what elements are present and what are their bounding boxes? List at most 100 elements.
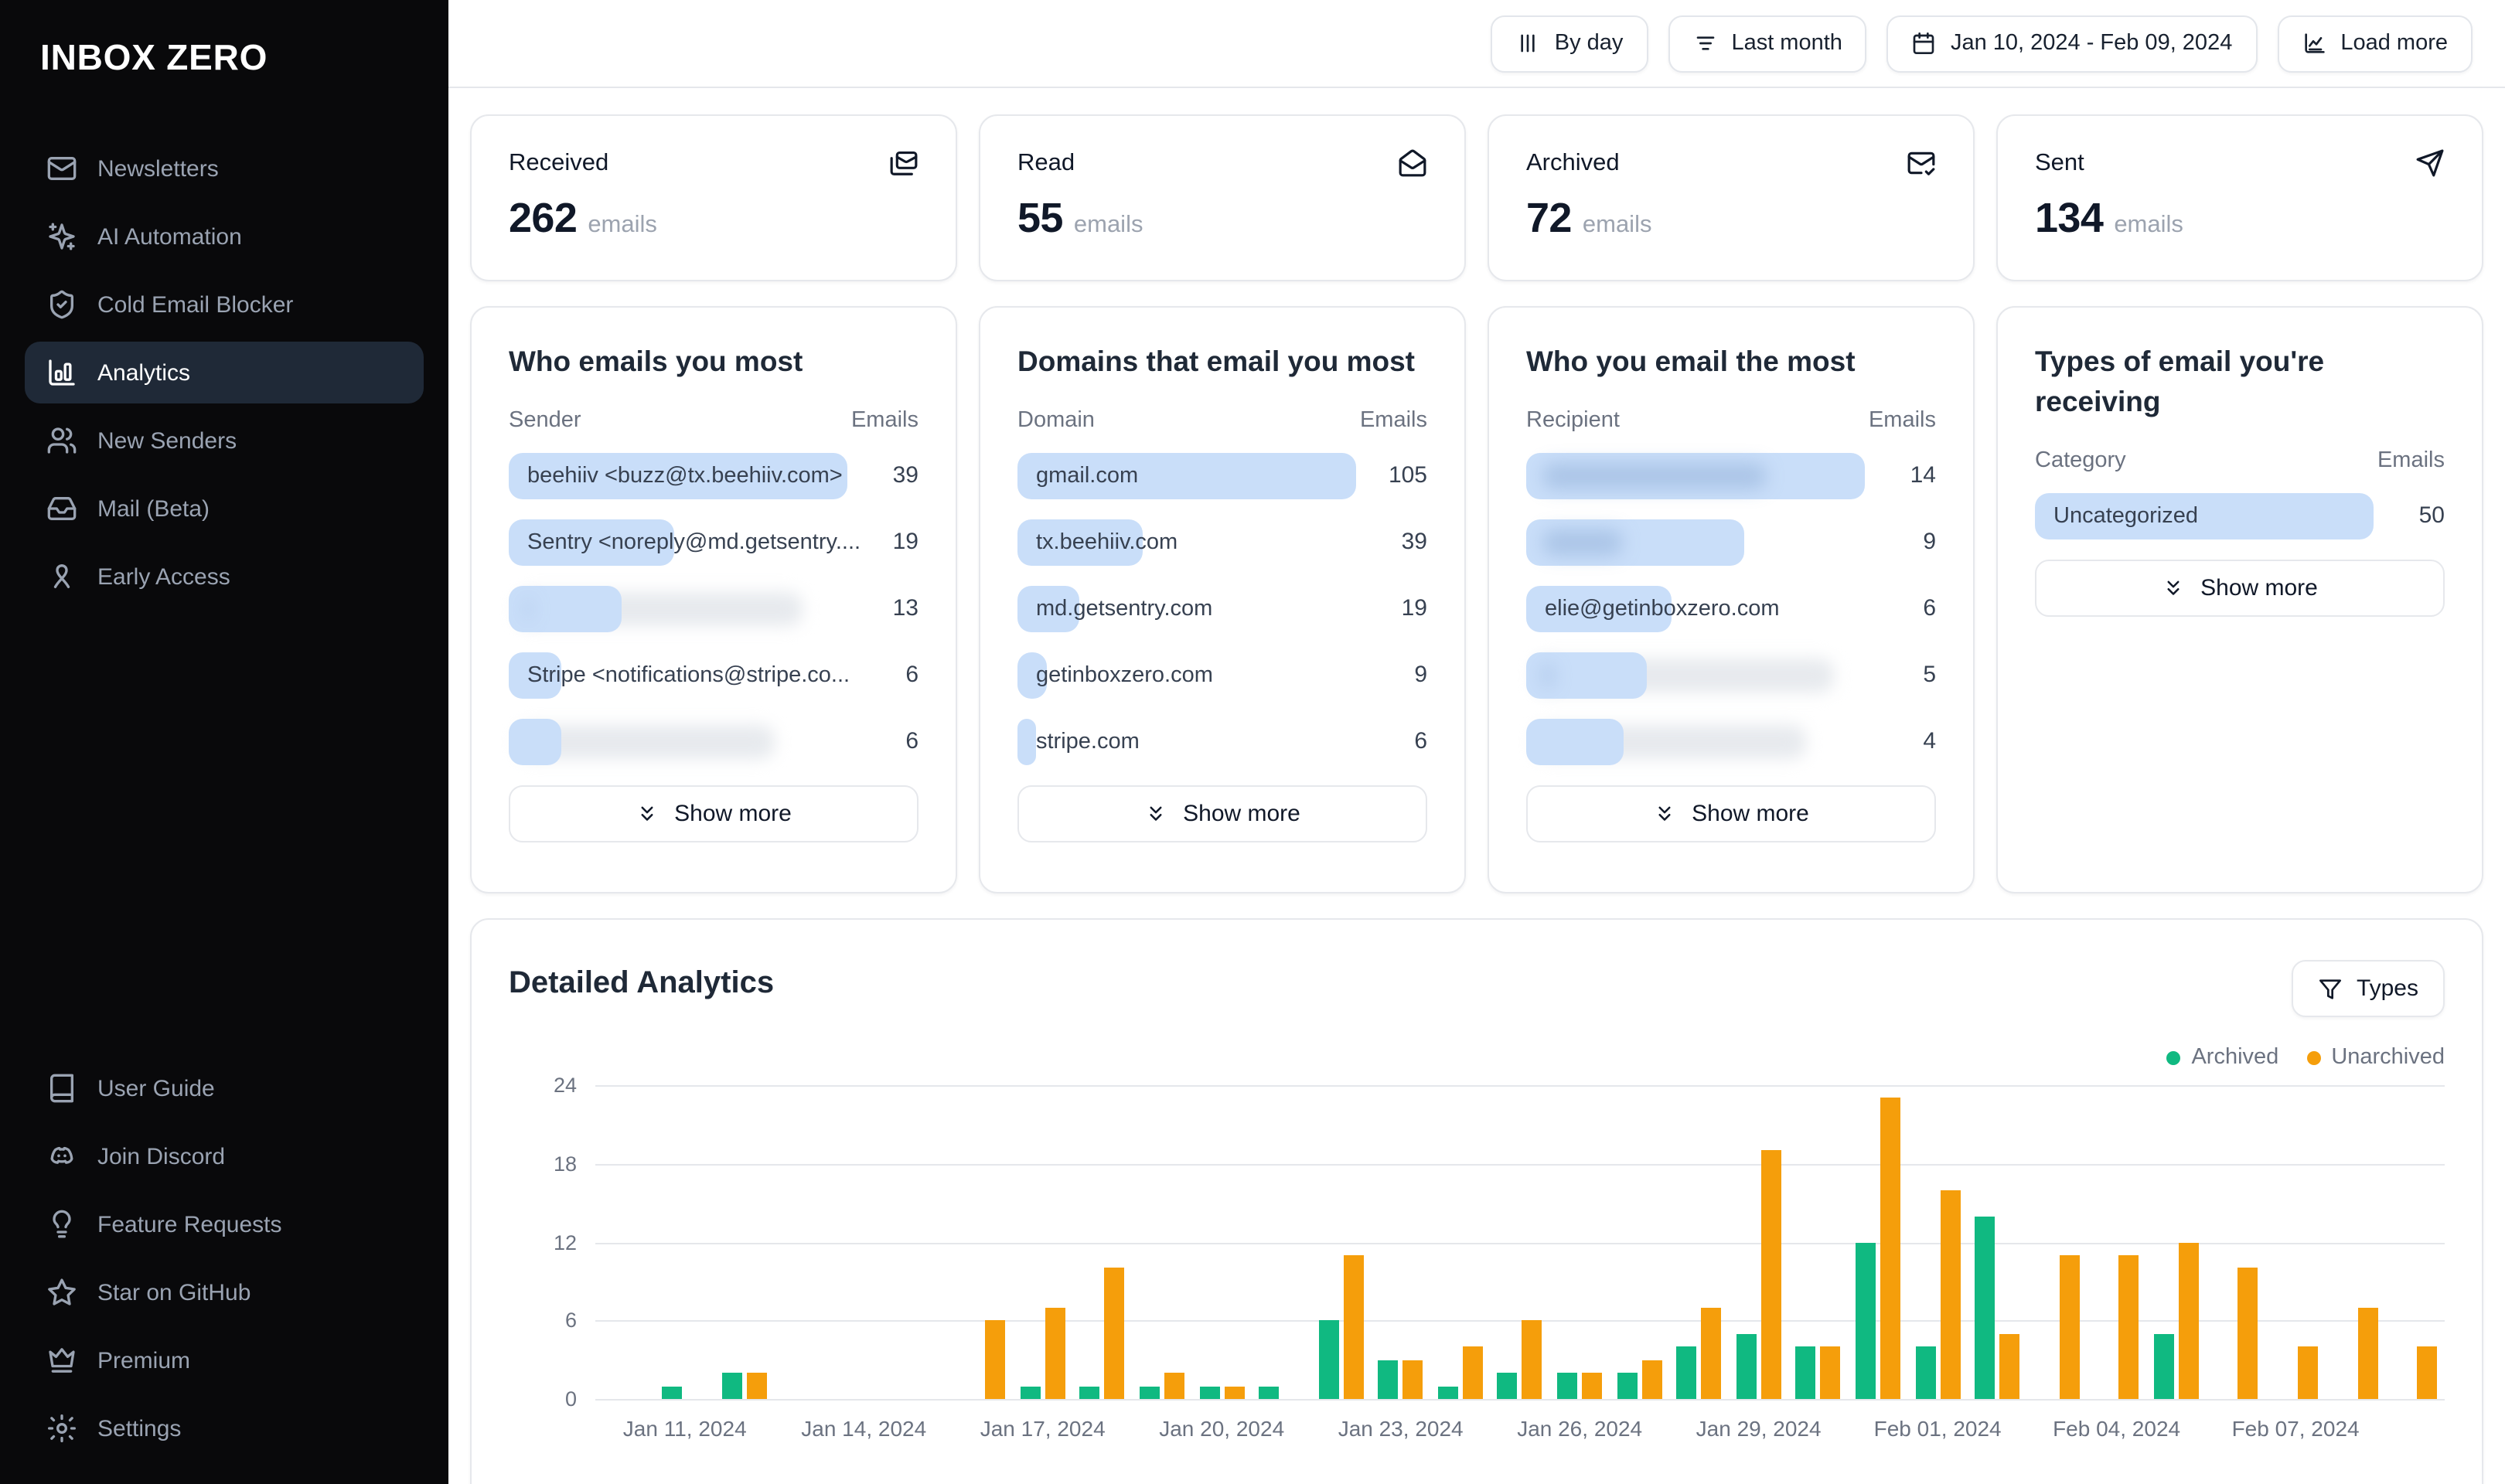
row-value: 14 [1910, 462, 1936, 489]
row-track [1526, 519, 1865, 566]
unarchived-bar [2357, 1307, 2378, 1399]
sidebar-item-label: Settings [97, 1415, 182, 1441]
sidebar-item-new-senders[interactable]: New Senders [25, 410, 424, 471]
blurred-label [1543, 529, 1623, 555]
sidebar-item-label: Newsletters [97, 155, 219, 182]
show-more-button[interactable]: Show more [2035, 559, 2445, 617]
list-item: 9 [1526, 519, 1936, 566]
row-label: tx.beehiiv.com [1036, 529, 1178, 555]
bar-group-feb-09-2024 [2385, 1085, 2445, 1399]
archived-bar [1975, 1216, 1995, 1399]
row-label: Sentry <noreply@md.getsentry.... [527, 529, 861, 555]
x-axis-tick: Jan 14, 2024 [801, 1416, 927, 1441]
stat-card-header: Archived [1526, 148, 1936, 178]
x-axis-tick: Feb 01, 2024 [1873, 1416, 2002, 1441]
sidebar-item-star-on-github[interactable]: Star on GitHub [25, 1261, 424, 1323]
topbar: By day Last month Jan 10, 2024 - Feb 09, 2… [448, 0, 2505, 88]
show-more-label: Show more [1692, 800, 1809, 827]
stat-card-header: Sent [2035, 148, 2445, 178]
sidebar-item-cold-email-blocker[interactable]: Cold Email Blocker [25, 274, 424, 335]
row-bar [1017, 652, 1047, 699]
discord-icon [46, 1141, 77, 1172]
sidebar-item-analytics[interactable]: Analytics [25, 342, 424, 403]
sidebar-item-user-guide[interactable]: User Guide [25, 1057, 424, 1119]
sidebar-item-premium[interactable]: Premium [25, 1329, 424, 1391]
list-item: Stripe <notifications@stripe.co... 6 [509, 652, 918, 699]
sidebar-item-feature-requests[interactable]: Feature Requests [25, 1193, 424, 1255]
types-filter-button[interactable]: Types [2291, 960, 2445, 1017]
list-item: 6 [509, 718, 918, 765]
bar-group-jan-31-2024 [1848, 1085, 1907, 1399]
row-bar [1017, 452, 1356, 499]
panel-title: Who emails you most [509, 345, 803, 377]
stat-value: 134 emails [2035, 195, 2445, 243]
column-header-emails: Emails [1868, 407, 1936, 433]
stat-value: 55 emails [1017, 195, 1427, 243]
sidebar-item-label: Analytics [97, 359, 191, 386]
unarchived-bar [1045, 1307, 1065, 1399]
bar-group-feb-07-2024 [2265, 1085, 2325, 1399]
sidebar-item-ai-automation[interactable]: AI Automation [25, 206, 424, 267]
blurred-label [1543, 463, 1766, 488]
by-day-button[interactable]: By day [1491, 15, 1648, 72]
bar-group-jan-21-2024 [1252, 1085, 1311, 1399]
panel-types-of-email-you-re-receiving: Types of email you're receiving Category E… [1996, 306, 2483, 893]
y-axis-tick: 24 [553, 1074, 577, 1097]
bar-group-jan-14-2024 [834, 1085, 894, 1399]
row-track: Stripe <notifications@stripe.co... [509, 652, 850, 699]
bar-chart: 0 6 12 18 24 [509, 1074, 2445, 1411]
bar-group-jan-26-2024 [1550, 1085, 1610, 1399]
archived-bar [1139, 1386, 1160, 1399]
sidebar-footer-nav: User Guide Join Discord Feature Requests St… [0, 1036, 448, 1484]
archived-bar [2153, 1333, 2174, 1399]
toolbar-button-label: Load more [2340, 31, 2448, 56]
row-value: 6 [1414, 728, 1427, 755]
mail-open-icon [1398, 148, 1427, 178]
calendar-icon [1912, 31, 1937, 56]
row-value: 19 [1401, 595, 1427, 622]
jan-10-2024-feb-09-2024-button[interactable]: Jan 10, 2024 - Feb 09, 2024 [1886, 15, 2258, 72]
load-more-button[interactable]: Load more [2277, 15, 2473, 72]
bar-chart-icon [46, 357, 77, 388]
bar-group-jan-19-2024 [1132, 1085, 1191, 1399]
sidebar-item-mail-beta[interactable]: Mail (Beta) [25, 478, 424, 539]
stat-number: 55 [1017, 195, 1063, 241]
send-icon [2415, 148, 2445, 178]
show-more-button[interactable]: Show more [1017, 785, 1427, 842]
sidebar-item-join-discord[interactable]: Join Discord [25, 1125, 424, 1187]
sidebar-item-early-access[interactable]: Early Access [25, 546, 424, 608]
show-more-label: Show more [2200, 574, 2318, 601]
stat-number: 134 [2035, 195, 2104, 241]
unarchived-bar [2118, 1254, 2139, 1399]
show-more-button[interactable]: Show more [1526, 785, 1936, 842]
row-value: 9 [1923, 529, 1936, 556]
unarchived-bar [1164, 1373, 1184, 1399]
list-item: beehiiv <buzz@tx.beehiiv.com> 39 [509, 452, 918, 499]
row-bar [1526, 652, 1648, 699]
show-more-button[interactable]: Show more [509, 785, 918, 842]
row-value: 105 [1388, 462, 1427, 489]
x-axis-tick: Jan 20, 2024 [1159, 1416, 1285, 1441]
x-axis-tick: Jan 26, 2024 [1517, 1416, 1643, 1441]
sidebar-item-settings[interactable]: Settings [25, 1397, 424, 1459]
bar-group-jan-10-2024 [595, 1085, 655, 1399]
bar-group-feb-01-2024 [1907, 1085, 1967, 1399]
unarchived-bar [2297, 1346, 2318, 1399]
row-label: gmail.com [1036, 463, 1139, 488]
funnel-icon [2318, 976, 2343, 1001]
chart-line-icon [2302, 31, 2326, 56]
legend-dot [2306, 1050, 2321, 1064]
chevrons-down-icon [1653, 802, 1676, 825]
unarchived-bar [1462, 1346, 1483, 1399]
sidebar-item-newsletters[interactable]: Newsletters [25, 138, 424, 199]
panel-column-headers: Category Emails [2035, 448, 2445, 473]
list-item: md.getsentry.com 19 [1017, 585, 1427, 632]
bar-group-jan-20-2024 [1192, 1085, 1252, 1399]
unarchived-bar [1820, 1346, 1841, 1399]
archived-bar [721, 1373, 742, 1399]
sidebar-item-label: User Guide [97, 1075, 215, 1101]
stat-card-received: Received 262 emails [470, 114, 957, 281]
toolbar-button-label: By day [1554, 31, 1624, 56]
last-month-button[interactable]: Last month [1668, 15, 1867, 72]
sidebar-item-label: Join Discord [97, 1143, 226, 1169]
